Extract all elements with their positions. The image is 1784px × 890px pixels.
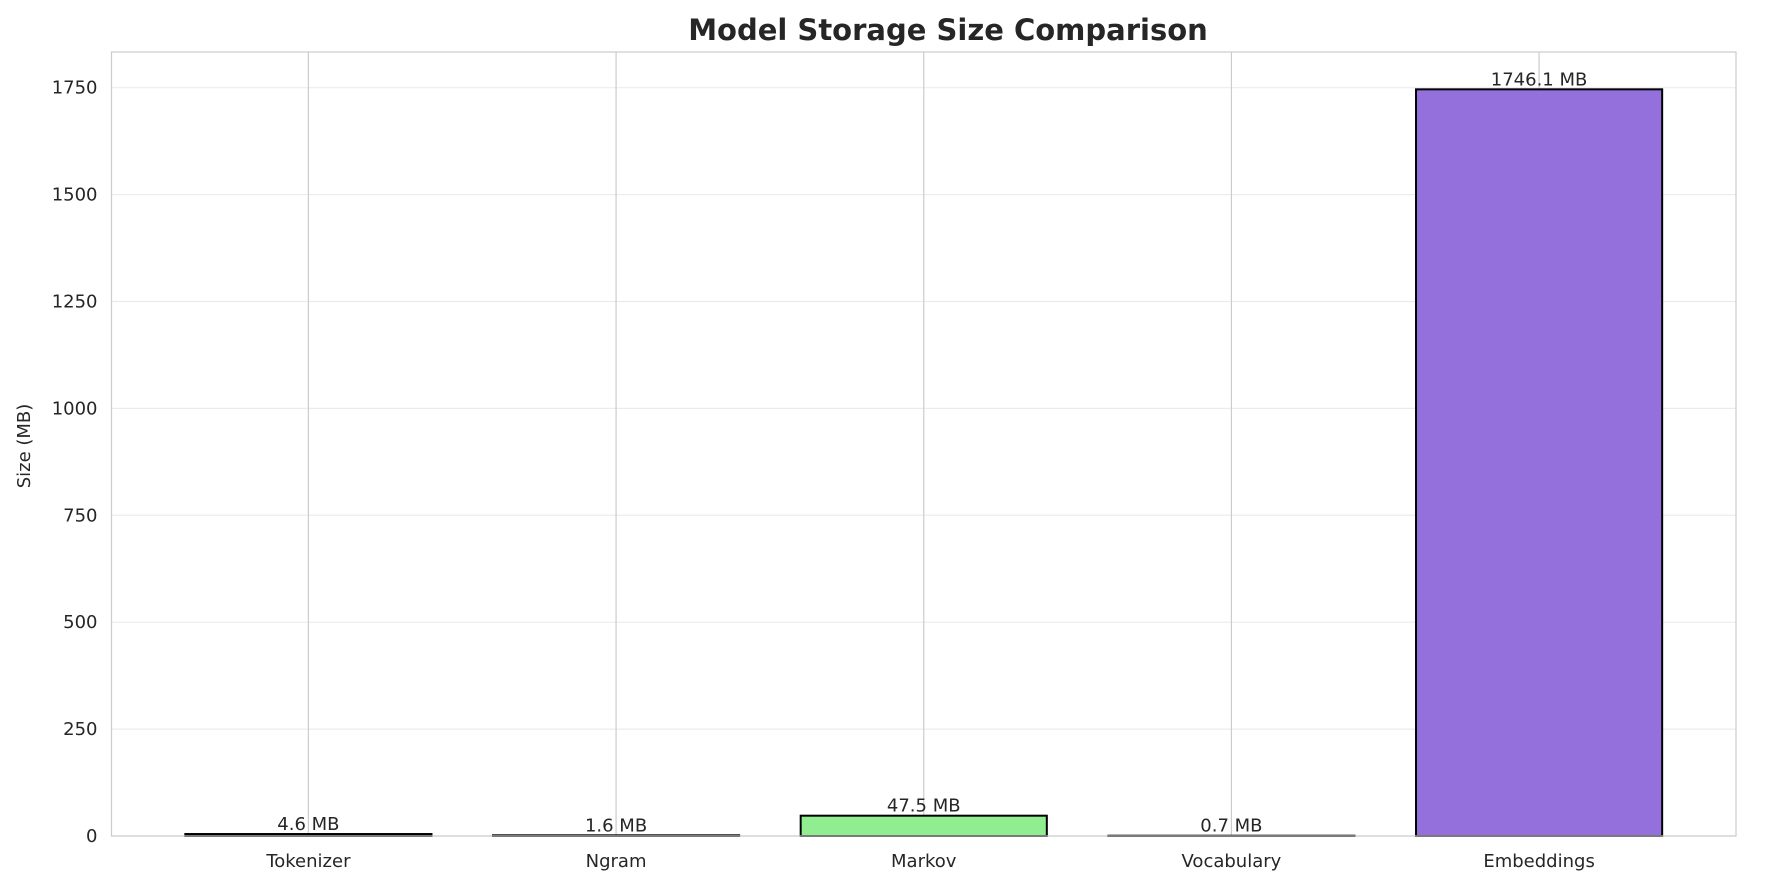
bar-embeddings: [1416, 89, 1662, 836]
x-tick-label: Tokenizer: [265, 851, 351, 872]
chart-title: Model Storage Size Comparison: [688, 13, 1208, 47]
y-tick-label: 1750: [52, 78, 98, 99]
x-tick-label: Markov: [891, 851, 957, 872]
y-tick-label: 0: [86, 826, 97, 847]
y-tick-label: 1500: [52, 185, 98, 206]
y-tick-label: 750: [63, 505, 97, 526]
y-tick-label: 250: [63, 719, 97, 740]
y-tick-label: 500: [63, 612, 97, 633]
x-tick-label: Vocabulary: [1182, 851, 1282, 872]
data-label: 1746.1 MB: [1491, 69, 1588, 90]
data-label: 47.5 MB: [887, 796, 961, 817]
data-label: 4.6 MB: [277, 814, 339, 835]
x-tick-label: Ngram: [586, 851, 647, 872]
y-axis-label: Size (MB): [14, 404, 35, 489]
data-label: 1.6 MB: [585, 815, 647, 836]
data-label: 0.7 MB: [1200, 816, 1262, 837]
x-tick-label: Embeddings: [1483, 851, 1594, 872]
y-tick-label: 1000: [52, 398, 98, 419]
bar-markov: [801, 816, 1047, 836]
y-tick-label: 1250: [52, 291, 98, 312]
